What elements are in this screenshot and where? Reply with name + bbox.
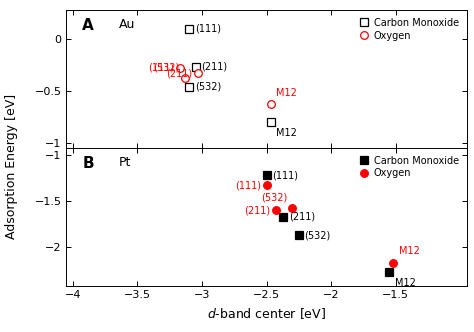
Text: (532): (532) (304, 230, 331, 240)
Text: (211): (211) (166, 68, 192, 78)
Legend: Carbon Monoxide, Oxygen: Carbon Monoxide, Oxygen (356, 153, 462, 181)
Text: Adsorption Energy [eV]: Adsorption Energy [eV] (5, 93, 18, 239)
Text: (211): (211) (289, 211, 315, 222)
Text: B: B (82, 156, 94, 171)
Text: (532): (532) (154, 62, 180, 72)
Text: (211): (211) (244, 205, 270, 215)
Text: (111): (111) (195, 24, 221, 34)
Text: Pt: Pt (118, 156, 131, 169)
Text: (111): (111) (148, 63, 174, 73)
Text: (532): (532) (195, 82, 221, 92)
Text: A: A (82, 18, 94, 33)
Text: (532): (532) (261, 192, 287, 202)
Text: (211): (211) (201, 62, 227, 72)
X-axis label: $d$-band center [eV]: $d$-band center [eV] (207, 306, 326, 321)
Text: M12: M12 (276, 128, 297, 138)
Text: Au: Au (118, 18, 135, 31)
Text: M12: M12 (276, 88, 297, 98)
Text: M12: M12 (399, 246, 419, 256)
Legend: Carbon Monoxide, Oxygen: Carbon Monoxide, Oxygen (356, 15, 462, 43)
Text: M12: M12 (395, 278, 416, 288)
Text: (111): (111) (235, 180, 261, 190)
Text: (111): (111) (272, 170, 298, 180)
